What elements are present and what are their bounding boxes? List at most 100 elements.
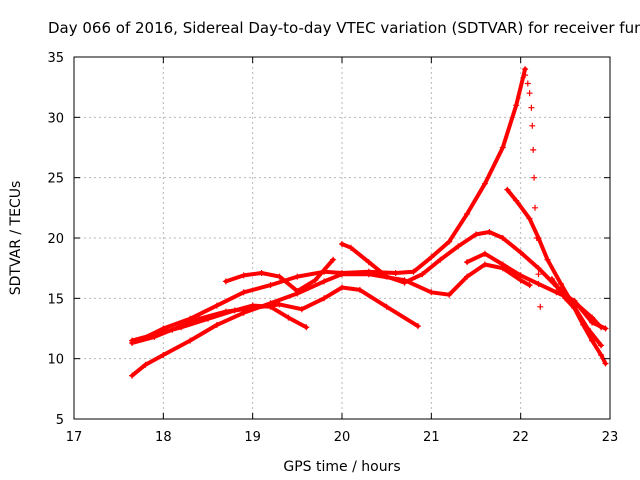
x-tick-label: 19 xyxy=(244,430,261,445)
data-point xyxy=(298,306,305,313)
data-point xyxy=(414,323,421,330)
series-track-g xyxy=(464,250,609,332)
data-point xyxy=(499,235,506,241)
y-tick-label: 5 xyxy=(56,413,64,428)
data-point xyxy=(553,289,560,296)
series-line xyxy=(130,285,420,345)
data-point xyxy=(383,273,390,280)
data-point xyxy=(535,280,542,287)
data-point xyxy=(129,340,136,346)
data-point xyxy=(580,321,587,328)
data-point xyxy=(294,273,301,280)
data-point xyxy=(428,254,435,261)
chart-title: Day 066 of 2016, Sidereal Day-to-day VTE… xyxy=(48,19,640,37)
series-track-i xyxy=(548,276,609,367)
data-point xyxy=(517,249,524,256)
grid xyxy=(74,57,610,419)
data-point xyxy=(321,278,328,285)
series-track-d xyxy=(138,66,529,343)
data-point xyxy=(535,271,542,278)
data-point xyxy=(383,303,390,310)
data-point xyxy=(258,270,265,276)
data-point xyxy=(481,250,488,257)
x-tick-label: 23 xyxy=(602,430,619,445)
data-point xyxy=(533,235,540,241)
data-point xyxy=(602,360,609,367)
data-point xyxy=(294,288,301,295)
data-point xyxy=(339,284,345,291)
series-track-f xyxy=(339,229,605,331)
data-point xyxy=(517,272,524,279)
data-point xyxy=(481,180,488,187)
data-point xyxy=(196,315,203,322)
data-point xyxy=(532,204,538,211)
data-point xyxy=(562,295,569,302)
data-point xyxy=(464,259,471,266)
data-point xyxy=(240,289,247,296)
data-point xyxy=(446,291,453,298)
y-tick-label: 15 xyxy=(47,292,64,307)
axis-ticks: 17 18 19 20 21 22 23 5 10 15 20 25 30 35 xyxy=(47,51,618,445)
data-point xyxy=(169,326,176,333)
data-series xyxy=(129,66,609,379)
data-point xyxy=(160,325,167,332)
y-tick-label: 30 xyxy=(47,111,64,126)
series-track-j xyxy=(522,72,544,310)
data-point xyxy=(276,273,283,280)
data-point xyxy=(240,309,247,316)
data-point xyxy=(513,102,520,109)
series-track-b xyxy=(129,284,421,346)
data-point xyxy=(528,104,535,111)
data-point xyxy=(526,90,533,97)
data-point xyxy=(526,215,533,222)
data-point xyxy=(187,315,194,322)
x-tick-label: 21 xyxy=(423,430,440,445)
series-line xyxy=(139,67,528,342)
data-point xyxy=(356,286,363,293)
data-point xyxy=(499,261,506,268)
data-point xyxy=(455,243,462,250)
data-point xyxy=(419,271,426,278)
series-line xyxy=(505,187,604,348)
data-point xyxy=(365,268,372,275)
data-point xyxy=(522,72,529,79)
data-point xyxy=(222,308,229,315)
data-point xyxy=(276,301,283,308)
x-tick-label: 22 xyxy=(512,430,529,445)
data-point xyxy=(522,66,529,73)
data-point xyxy=(213,321,220,328)
data-point xyxy=(544,256,551,263)
data-point xyxy=(524,80,531,87)
data-point xyxy=(187,337,194,344)
data-point xyxy=(526,282,533,289)
data-point xyxy=(537,303,544,310)
y-axis-label: SDTVAR / TECUs xyxy=(8,181,24,296)
series-line xyxy=(340,230,604,330)
data-point xyxy=(365,259,372,266)
data-point xyxy=(530,146,537,153)
y-tick-label: 20 xyxy=(47,232,64,247)
x-tick-label: 17 xyxy=(66,430,83,445)
data-point xyxy=(437,256,444,263)
data-point xyxy=(392,270,399,276)
data-point xyxy=(499,144,506,151)
y-tick-label: 35 xyxy=(47,51,64,66)
data-point xyxy=(339,270,345,276)
data-point xyxy=(213,302,220,309)
x-axis-label: GPS time / hours xyxy=(283,459,400,475)
data-point xyxy=(598,342,605,349)
data-point xyxy=(589,319,596,326)
data-point xyxy=(129,372,136,379)
y-tick-label: 25 xyxy=(47,172,64,187)
data-point xyxy=(330,256,337,263)
series-track-e xyxy=(222,256,337,295)
data-point xyxy=(557,280,564,287)
data-point xyxy=(321,295,328,302)
data-point xyxy=(267,282,274,289)
data-point xyxy=(602,325,609,332)
data-point xyxy=(571,305,578,311)
y-tick-label: 10 xyxy=(47,353,64,368)
data-point xyxy=(548,276,555,282)
data-point xyxy=(481,261,488,268)
